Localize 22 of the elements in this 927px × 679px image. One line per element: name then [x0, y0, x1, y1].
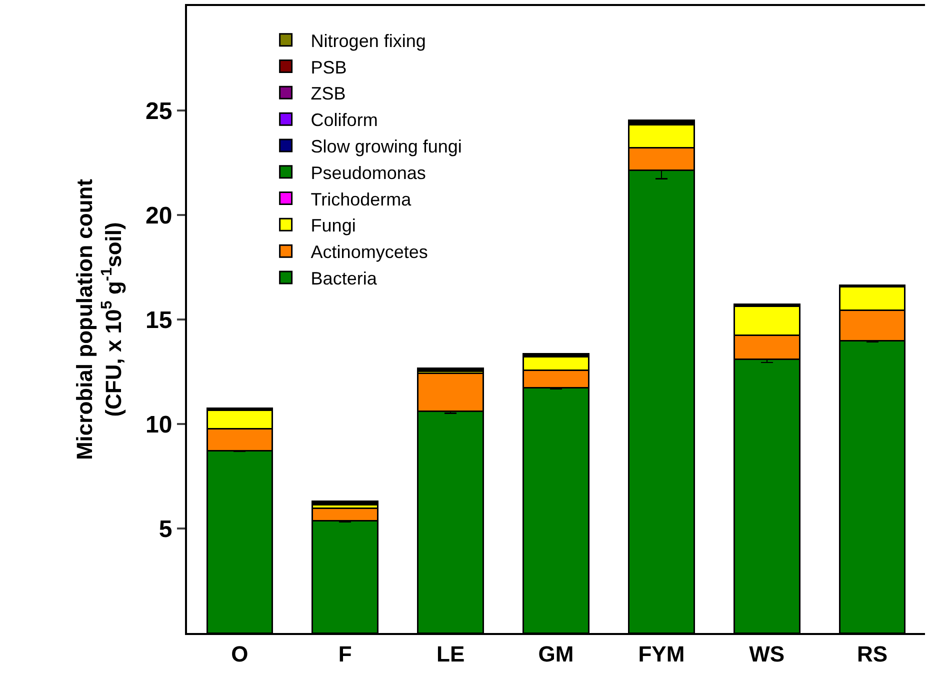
- legend-label: Nitrogen fixing: [310, 30, 426, 51]
- legend-label: Trichoderma: [310, 189, 412, 210]
- legend-label: ZSB: [310, 84, 346, 104]
- x-tick-label: O: [231, 641, 248, 666]
- x-tick-label: GM: [538, 641, 574, 666]
- legend-label: Actinomycetes: [310, 242, 428, 262]
- y-tick-label: 25: [145, 98, 172, 125]
- x-tick-label: F: [338, 641, 352, 666]
- legend-label: PSB: [310, 57, 347, 78]
- legend-label: Bacteria: [310, 268, 378, 288]
- y-tick-label: 20: [145, 202, 172, 230]
- x-tick-label: LE: [436, 641, 465, 666]
- x-tick-label: RS: [857, 641, 888, 666]
- y-tick-label: 15: [145, 306, 172, 334]
- x-tick-label: FYM: [638, 641, 685, 666]
- y-tick-label: 10: [145, 411, 172, 438]
- legend-label: Pseudomonas: [310, 162, 426, 183]
- x-tick-label: WS: [749, 641, 785, 666]
- legend-label: Slow growing fungi: [310, 136, 462, 156]
- legend-label: Fungi: [310, 216, 356, 236]
- y-tick-label: 5: [158, 516, 172, 543]
- legend-label: Coliform: [310, 110, 378, 130]
